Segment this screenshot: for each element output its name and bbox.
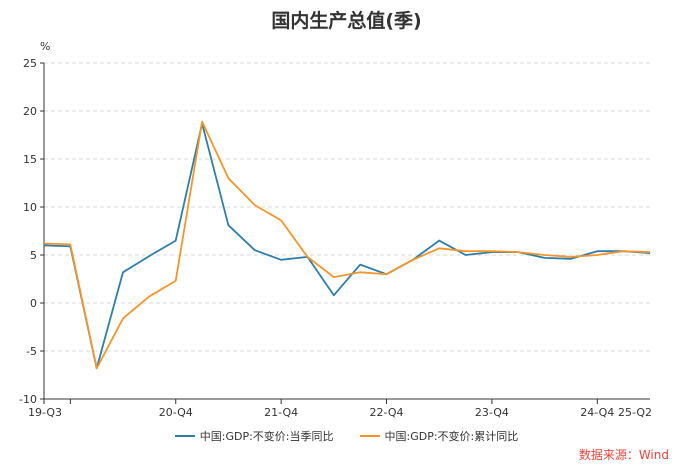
y-tick-label: 5: [30, 249, 37, 262]
series-line-cumulative: [43, 120, 651, 370]
legend-item-quarterly[interactable]: 中国:GDP:不变价:当季同比: [174, 428, 334, 444]
x-tick-label: 20-Q4: [159, 406, 193, 419]
y-tick-label: 15: [23, 153, 37, 166]
legend-swatch-cumulative: [359, 435, 380, 437]
chart-title: 国内生产总值(季): [271, 10, 422, 32]
y-tick-label: -10: [19, 393, 37, 406]
y-tick-label: 20: [23, 105, 37, 118]
legend-swatch-quarterly: [174, 435, 195, 437]
x-tick-label: 21-Q4: [264, 406, 298, 419]
legend: 中国:GDP:不变价:当季同比 中国:GDP:不变价:累计同比: [0, 428, 693, 444]
x-tick-label: 24-Q4: [580, 406, 614, 419]
data-source: 数据来源：Wind: [578, 448, 669, 462]
x-tick-label: 23-Q4: [475, 406, 509, 419]
x-tick-label: 22-Q4: [370, 406, 404, 419]
y-tick-label: 10: [23, 201, 37, 214]
y-axis-unit: %: [40, 40, 50, 53]
x-tick-label: 19-Q3: [28, 406, 62, 419]
legend-label-quarterly: 中国:GDP:不变价:当季同比: [199, 430, 334, 443]
series-line-quarterly: [43, 122, 651, 370]
legend-label-cumulative: 中国:GDP:不变价:累计同比: [384, 430, 519, 443]
legend-item-cumulative[interactable]: 中国:GDP:不变价:累计同比: [359, 428, 519, 444]
x-tick-label: 25-Q2: [618, 406, 652, 419]
y-tick-label: 25: [23, 57, 37, 70]
y-tick-label: -5: [26, 345, 37, 358]
y-tick-label: 0: [30, 297, 37, 310]
